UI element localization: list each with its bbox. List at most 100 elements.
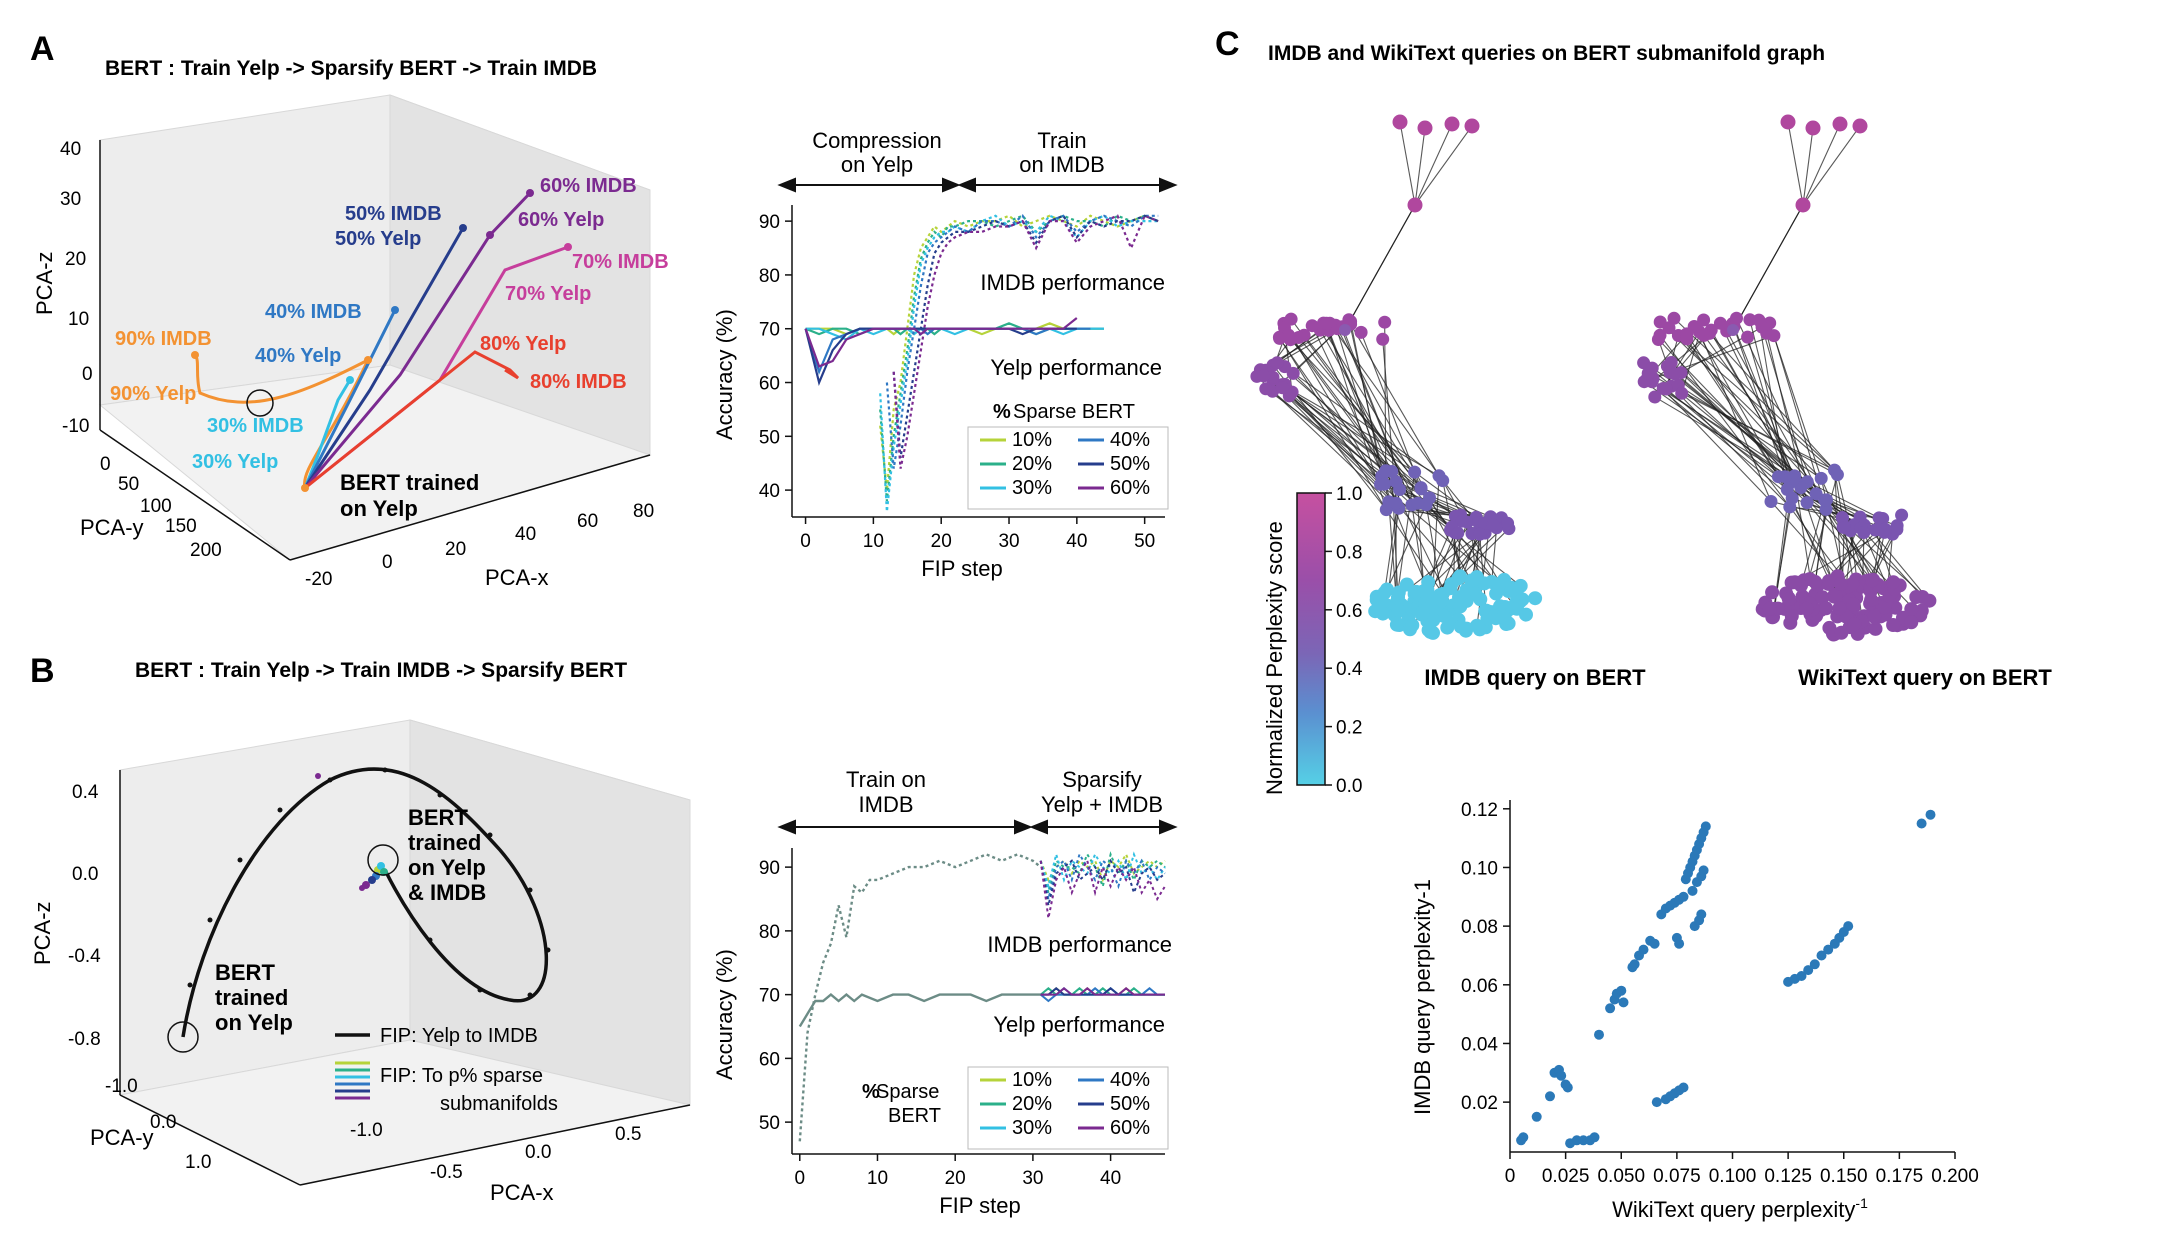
c-scatter-point [1562, 1082, 1573, 1093]
graph-edge [1427, 526, 1453, 583]
x-tick: 80 [633, 501, 654, 522]
graph-node [1800, 496, 1814, 510]
x-tick: 0 [382, 552, 393, 573]
a-accuracy-plot: 0 10 20 30 40 50 40 50 60 70 80 90 [759, 205, 1165, 552]
graph-node [1305, 319, 1319, 333]
graph-node [1697, 313, 1711, 327]
graph-node [1354, 325, 1368, 339]
graph-node [1837, 521, 1851, 535]
graph-node [1451, 526, 1465, 540]
graph-node [1407, 197, 1423, 213]
graph-node [1680, 327, 1694, 341]
b-legend-label: 60% [1110, 1117, 1150, 1139]
graph-node [1504, 582, 1519, 597]
b-legend-label: 20% [1012, 1093, 1052, 1115]
graph-edge [1802, 125, 1861, 206]
panel-a-chart: Compression on Yelp Train on IMDB 0 10 20 3… [712, 128, 1178, 581]
graph-node [1378, 477, 1391, 491]
sparse-submanifold-points [315, 773, 388, 891]
graph-node [1464, 118, 1480, 134]
submanifold-graphs [1250, 114, 1937, 642]
graph [1637, 114, 1937, 642]
graph-node [1496, 610, 1511, 625]
graph-node [1414, 482, 1428, 496]
y-tick: 100 [140, 496, 172, 517]
c-scatter-point [1700, 821, 1711, 832]
graph-node [1832, 601, 1847, 616]
c-y-tick-label: 0.02 [1461, 1093, 1498, 1114]
graph-node [1771, 470, 1785, 484]
panel-c-title: IMDB and WikiText queries on BERT subman… [1268, 42, 1825, 65]
z-tick: 0 [82, 364, 93, 385]
label-80-yelp: 80% Yelp [480, 333, 566, 355]
panel-a-y-ticks: 0 50 100 150 200 [100, 454, 222, 561]
a-legend-label: 60% [1110, 477, 1150, 499]
y-tick: 50 [118, 474, 139, 495]
panel-b-x-label: PCA-x [490, 1180, 554, 1205]
z-tick: -0.4 [68, 946, 101, 967]
b-legend: % Sparse BERT 10%20%30% 40%50%60% [862, 1066, 1169, 1150]
b-y-tick-label: 80 [759, 922, 780, 943]
a-imdb-line-40% [885, 214, 1159, 469]
b-seg2-line1: Sparsify [1062, 767, 1141, 792]
traj-90 [193, 353, 372, 489]
label-90-imdb: 90% IMDB [115, 328, 212, 350]
graph-node [1857, 526, 1871, 539]
c-x-tick-label: 0.075 [1653, 1166, 1701, 1187]
z-tick: 20 [65, 249, 86, 270]
graph-edge [1399, 121, 1416, 206]
colorbar-gradient [1296, 492, 1326, 786]
graph-edge [1276, 362, 1422, 489]
panel-c-letter: C [1215, 25, 1240, 63]
x-tick: -20 [305, 569, 332, 590]
graph-node [1509, 601, 1524, 616]
c-y-tick-label: 0.04 [1461, 1034, 1498, 1055]
fip-curve-markers [187, 767, 551, 998]
start-circle [167, 1021, 199, 1053]
graph-node [1339, 324, 1351, 336]
graph-node [1376, 332, 1390, 346]
graph-node [1692, 325, 1706, 339]
b-phase-arrows [777, 819, 1178, 835]
c-ylabel: IMDB query perplexity-1 [1410, 879, 1435, 1115]
z-tick: -10 [62, 416, 89, 437]
graph-node [1820, 493, 1833, 507]
colorbar-tick-label: 0.6 [1336, 601, 1362, 622]
a-phase-arrows [777, 177, 1178, 193]
graph-node [1667, 311, 1681, 325]
graph-node [1865, 573, 1879, 588]
panel-b-letter: B [30, 652, 55, 690]
x-tick: -0.5 [430, 1162, 463, 1183]
b-imdb-perf: IMDB performance [987, 932, 1172, 957]
label-40-imdb: 40% IMDB [265, 301, 362, 323]
graph-edge [1669, 371, 1808, 483]
graph-edge [1272, 378, 1440, 477]
graph-node [1805, 120, 1821, 136]
graph-node [1651, 333, 1665, 346]
b-legend-title-2: BERT [888, 1105, 941, 1127]
a-imdb-perf: IMDB performance [980, 270, 1165, 295]
graph-node [1780, 483, 1794, 496]
graph-node [1781, 592, 1796, 607]
a-seg1-line1: Compression [812, 128, 942, 153]
panel-a-trajectories [193, 191, 569, 490]
graph-node [1668, 367, 1682, 381]
y-tick: -1.0 [105, 1076, 138, 1097]
c-x-tick-label: 0.200 [1931, 1166, 1979, 1187]
b-legend-items: 10%20%30% 40%50%60% [967, 1066, 1169, 1150]
b-seg1-line2: IMDB [859, 792, 914, 817]
x-tick: 0.0 [525, 1142, 551, 1163]
b-legend-title: Sparse [876, 1081, 939, 1103]
a-y-tick-label: 60 [759, 374, 780, 395]
a-legend-label: 50% [1110, 453, 1150, 475]
panel-b-z-label: PCA-z [30, 901, 55, 965]
graph-node [1421, 575, 1436, 590]
graph-node [1374, 604, 1389, 619]
graph-node [1752, 313, 1766, 327]
graph-edge [1414, 127, 1426, 206]
a-legend-label: 20% [1012, 453, 1052, 475]
graph-node [1411, 496, 1425, 510]
graph-node [1443, 581, 1458, 596]
label-50-imdb: 50% IMDB [345, 203, 442, 225]
traj-50 [303, 227, 465, 489]
